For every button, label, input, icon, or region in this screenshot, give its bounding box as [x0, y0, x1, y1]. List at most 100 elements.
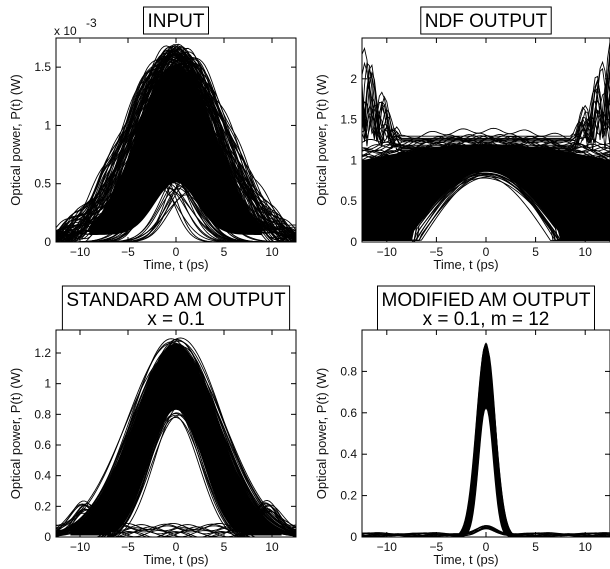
- trace-line: [362, 135, 610, 152]
- trace-line: [56, 406, 296, 537]
- chart-panel-3: −10 −5 0 5 10 0 0.2 0.4 0.6 0.8 1 1.2 Time, t (ps) Op…: [8, 285, 297, 567]
- trace-line: [56, 415, 296, 537]
- trace-line: [362, 364, 610, 537]
- trace-fill: [89, 64, 263, 235]
- eye-diagram-traces: [56, 337, 296, 537]
- trace-line: [56, 360, 296, 534]
- chart-title-line: MODIFIED AM OUTPUT: [382, 290, 591, 311]
- trace-line: [56, 50, 296, 240]
- eye-diagram-traces: [56, 43, 296, 242]
- trace-line: [362, 140, 610, 158]
- chart-title-box: [143, 6, 209, 35]
- x-axis-label: Time, t (ps): [143, 552, 208, 567]
- x-tick-label: −5: [430, 540, 444, 554]
- x-axis-label: Time, t (ps): [433, 552, 498, 567]
- trace-line: [56, 412, 296, 537]
- x-tick-label: 10: [265, 540, 279, 554]
- trace-line: [362, 394, 610, 537]
- trace-line: [56, 405, 296, 537]
- chart-title-line: NDF OUTPUT: [425, 11, 548, 32]
- trace-line: [56, 404, 296, 537]
- x-tick-label: 0: [483, 540, 490, 554]
- chart-title-box: [61, 285, 291, 331]
- x-tick-label: 5: [221, 540, 228, 554]
- y-tick-label: 0.8: [340, 364, 357, 378]
- y-tick-label: 0.6: [34, 438, 51, 452]
- y-axis-label: Optical power, P(t) (W): [8, 74, 23, 205]
- y-axis-label: Optical power, P(t) (W): [314, 368, 329, 499]
- x-axis-label: Time, t (ps): [433, 257, 498, 272]
- y-tick-label: 2: [350, 72, 357, 86]
- trace-line: [56, 404, 296, 537]
- x-tick-label: 0: [173, 540, 180, 554]
- chart-title: NDF OUTPUT: [420, 6, 552, 35]
- trace-line: [362, 374, 610, 537]
- x-tick-label: −10: [377, 245, 398, 259]
- y-tick-label: 1.2: [34, 346, 51, 360]
- trace-line: [362, 41, 610, 137]
- chart-title-box: [377, 285, 595, 331]
- trace-line: [56, 340, 296, 534]
- x-tick-label: 5: [532, 540, 539, 554]
- y-tick-label: 0.6: [340, 406, 357, 420]
- trace-line: [362, 380, 610, 537]
- trace-line: [362, 132, 610, 150]
- trace-line: [362, 57, 610, 139]
- y-tick-label: 0.2: [340, 489, 357, 503]
- y-tick-label: 0.8: [34, 407, 51, 421]
- trace-line: [362, 177, 610, 241]
- y-tick-label: 0: [350, 530, 357, 544]
- chart-panel-2: −10 −5 0 5 10 0 0.5 1 1.5 2 Time, t (ps) Optical po…: [314, 6, 610, 272]
- trace-line: [362, 144, 610, 163]
- eye-opening: [416, 177, 556, 238]
- eye-diagram-traces: [362, 342, 610, 537]
- x-tick-label: 0: [173, 245, 180, 259]
- trace-line: [56, 416, 296, 537]
- chart-title-line: x = 0.1, m = 12: [423, 309, 550, 330]
- trace-line: [362, 394, 610, 537]
- y-tick-label: 1: [44, 377, 51, 391]
- y-axis-label: Optical power, P(t) (W): [314, 74, 329, 205]
- y-axis-multiplier: x 10: [54, 24, 77, 38]
- trace-line: [362, 375, 610, 537]
- trace-line: [362, 528, 610, 537]
- trace-line: [362, 370, 610, 537]
- trace-line: [362, 145, 610, 163]
- y-axis-exponent: -3: [86, 16, 97, 30]
- x-tick-label: −5: [430, 245, 444, 259]
- trace-line: [362, 391, 610, 537]
- trace-line: [56, 353, 296, 536]
- trace-line: [362, 383, 610, 537]
- y-tick-label: 0.4: [340, 447, 357, 461]
- y-tick-label: 0.5: [34, 177, 51, 191]
- chart-title-line: x = 0.1: [147, 309, 205, 330]
- x-tick-label: −10: [70, 540, 91, 554]
- x-tick-label: 5: [532, 245, 539, 259]
- x-tick-label: −5: [121, 245, 135, 259]
- x-tick-label: 10: [265, 245, 279, 259]
- x-tick-label: 10: [579, 540, 593, 554]
- chart-title-line: INPUT: [148, 11, 205, 32]
- x-tick-label: 10: [579, 245, 593, 259]
- trace-line: [362, 384, 610, 537]
- trace-line: [362, 142, 610, 159]
- x-tick-label: 0: [483, 245, 490, 259]
- trace-line: [56, 413, 296, 537]
- y-tick-label: 0.2: [34, 499, 51, 513]
- chart-title-box: [420, 6, 552, 35]
- chart-panel-1: −10 −5 0 5 10 0 0.5 1 1.5 Time, t (ps) Optical pow…: [8, 6, 297, 272]
- trace-line: [56, 504, 296, 535]
- y-tick-label: 1.5: [34, 60, 51, 74]
- trace-line: [362, 345, 610, 537]
- y-tick-label: 0: [350, 235, 357, 249]
- y-tick-label: 0: [44, 235, 51, 249]
- y-tick-label: 1.5: [340, 113, 357, 127]
- x-tick-label: −5: [121, 540, 135, 554]
- trace-line: [56, 347, 296, 534]
- y-tick-label: 1: [44, 118, 51, 132]
- trace-line: [362, 358, 610, 537]
- trace-line: [362, 139, 610, 158]
- y-tick-label: 0.4: [34, 469, 51, 483]
